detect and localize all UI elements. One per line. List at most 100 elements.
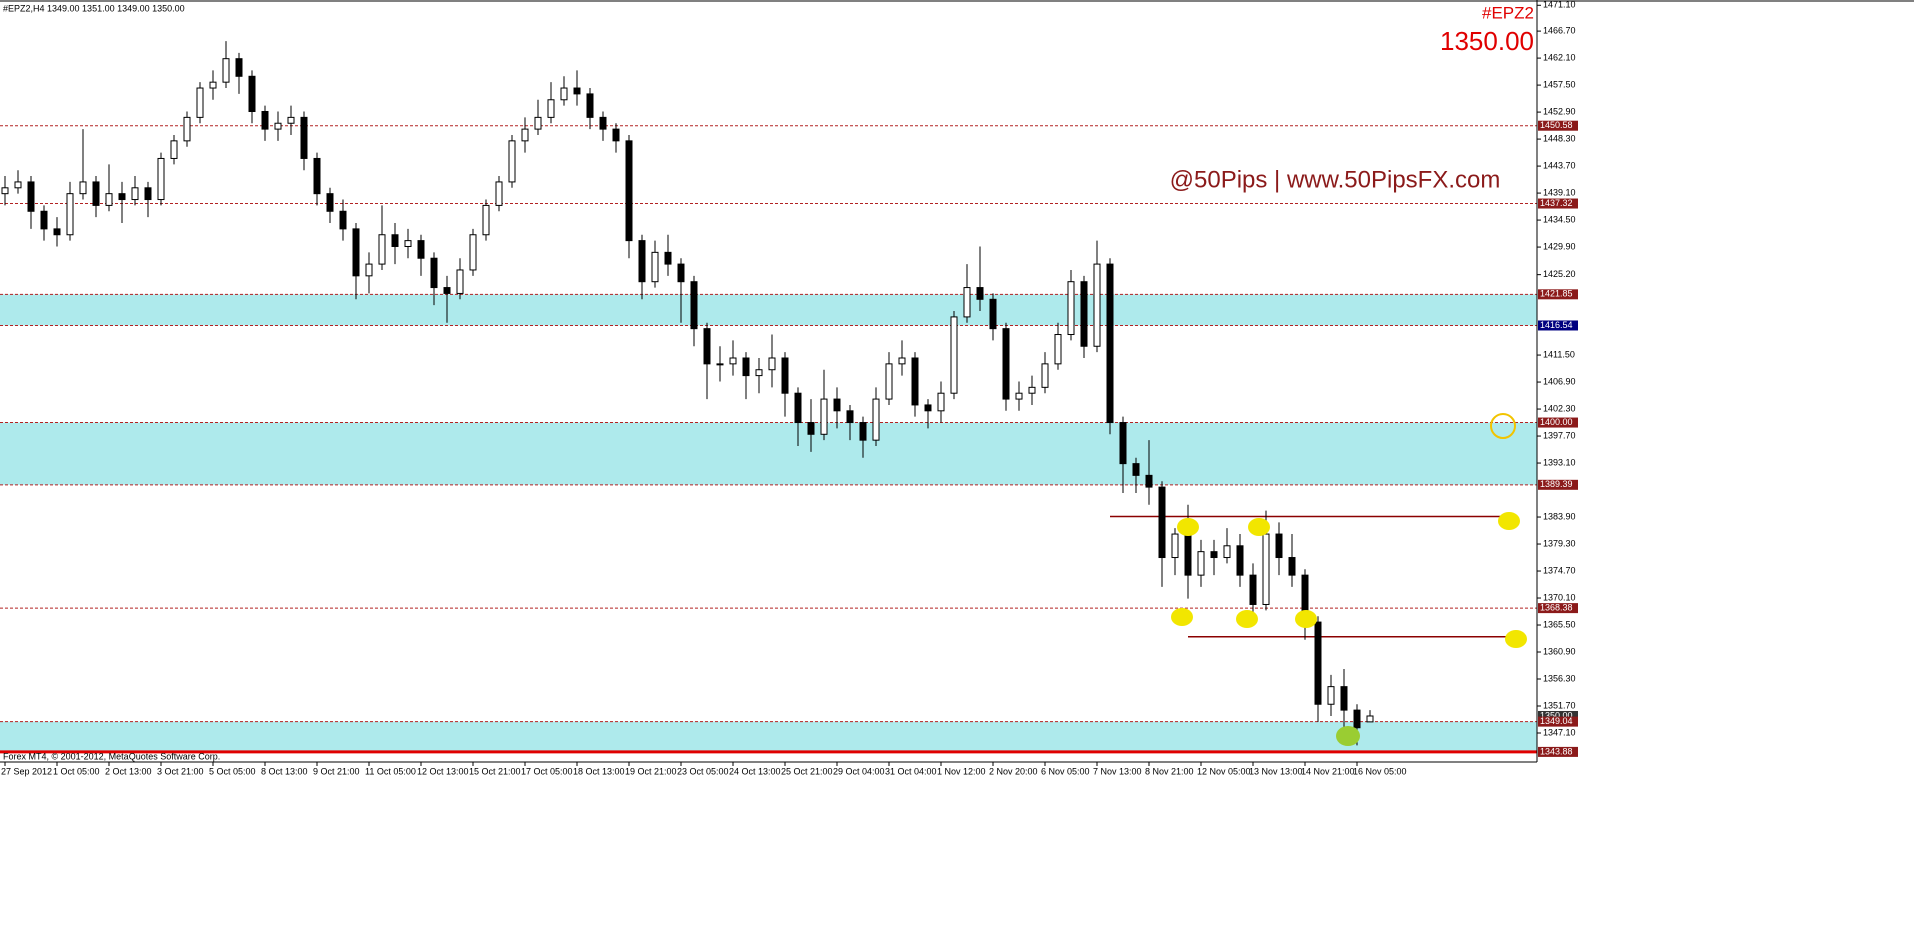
candle-body	[1223, 545, 1231, 559]
candle-body	[703, 328, 711, 365]
candle-body	[573, 87, 581, 95]
candle-body	[534, 116, 542, 130]
candle-body	[1171, 533, 1179, 559]
level-label-box	[1538, 746, 1578, 757]
x-tick-label: 3 Oct 21:00	[157, 766, 204, 776]
level-label: 1368.38	[1540, 602, 1573, 612]
candle-body	[53, 228, 61, 236]
y-tick-label: 1402.30	[1543, 403, 1576, 413]
y-tick-label: 1397.70	[1543, 430, 1576, 440]
candle-body	[274, 122, 282, 130]
signal-marker	[1171, 608, 1193, 626]
candle-body	[651, 251, 659, 283]
x-tick-label: 17 Oct 05:00	[521, 766, 573, 776]
x-tick-label: 19 Oct 21:00	[625, 766, 677, 776]
candle-body	[1015, 392, 1023, 400]
signal-marker	[1295, 610, 1317, 628]
candle-body	[261, 111, 269, 130]
candle-body	[755, 369, 763, 377]
x-tick-label: 27 Sep 2012	[1, 766, 52, 776]
candle-body	[1028, 386, 1036, 394]
signal-marker	[1336, 726, 1360, 746]
candle-body	[768, 357, 776, 371]
candle-body	[378, 234, 386, 265]
candle-body	[690, 281, 698, 330]
candle-body	[196, 87, 204, 118]
candle-body	[612, 128, 620, 142]
candle-body	[937, 392, 945, 412]
candle-body	[820, 398, 828, 435]
signal-marker	[1490, 413, 1516, 439]
candle-body	[872, 398, 880, 441]
candle-body	[846, 410, 854, 424]
candle-body	[365, 263, 373, 277]
candle-body	[131, 187, 139, 201]
candle-body	[1106, 263, 1114, 424]
y-tick-label: 1370.10	[1543, 592, 1576, 602]
x-tick-label: 8 Nov 21:00	[1145, 766, 1194, 776]
zone	[0, 422, 1537, 485]
x-tick-label: 8 Oct 13:00	[261, 766, 308, 776]
zone	[0, 721, 1537, 752]
candle-body	[144, 187, 152, 201]
x-tick-label: 16 Nov 05:00	[1353, 766, 1407, 776]
level-label: 1343.88	[1540, 746, 1573, 756]
candle-body	[1145, 474, 1153, 488]
candle-body	[170, 140, 178, 159]
y-tick-label: 1365.50	[1543, 619, 1576, 629]
header: #EPZ2,H4 1349.00 1351.00 1349.00 1350.00	[3, 3, 185, 13]
x-tick-label: 9 Oct 21:00	[313, 766, 360, 776]
level-label: 1349.04	[1540, 716, 1573, 726]
x-tick-label: 12 Oct 13:00	[417, 766, 469, 776]
candle-body	[729, 357, 737, 365]
level-label-box	[1538, 198, 1578, 209]
candle-body	[469, 234, 477, 271]
candle-body	[1353, 709, 1361, 729]
level-label-box	[1538, 417, 1578, 428]
level-label: 1350.00	[1540, 710, 1573, 720]
candle-body	[1184, 533, 1192, 576]
x-tick-label: 7 Nov 13:00	[1093, 766, 1142, 776]
y-tick-label: 1383.90	[1543, 511, 1576, 521]
level-label-box	[1538, 320, 1578, 331]
x-tick-label: 6 Nov 05:00	[1041, 766, 1090, 776]
x-tick-label: 31 Oct 04:00	[885, 766, 937, 776]
signal-marker	[1177, 518, 1199, 536]
candle-body	[625, 140, 633, 242]
level-label-box	[1538, 120, 1578, 131]
candle-body	[547, 99, 555, 118]
x-tick-label: 15 Oct 21:00	[469, 766, 521, 776]
candle-body	[222, 58, 230, 83]
candle-body	[14, 181, 22, 189]
y-tick-label: 1360.90	[1543, 646, 1576, 656]
candle-body	[1054, 334, 1062, 365]
candle-body	[638, 240, 646, 283]
candle-body	[1275, 533, 1283, 559]
signal-marker	[1236, 610, 1258, 628]
y-tick-label: 1393.10	[1543, 457, 1576, 467]
y-tick-label: 1443.70	[1543, 160, 1576, 170]
candle-body	[781, 357, 789, 394]
candle-body	[742, 357, 750, 377]
y-tick-label: 1457.50	[1543, 79, 1576, 89]
candle-body	[339, 210, 347, 230]
candle-body	[313, 157, 321, 195]
signal-marker	[1498, 512, 1520, 530]
candle-body	[352, 228, 360, 277]
candle-body	[1314, 621, 1322, 705]
y-tick-label: 1411.50	[1543, 349, 1575, 359]
candle-body	[1197, 551, 1205, 576]
candle-body	[599, 116, 607, 130]
level-label: 1450.58	[1540, 120, 1573, 130]
symbol: #EPZ2	[1482, 3, 1534, 22]
candle-body	[1249, 574, 1257, 605]
level-label: 1416.54	[1540, 320, 1573, 330]
x-tick-label: 11 Oct 05:00	[365, 766, 416, 776]
candle-body	[521, 128, 529, 142]
y-tick-label: 1406.90	[1543, 376, 1576, 386]
candle-body	[443, 287, 451, 294]
candle-body	[391, 234, 399, 247]
level-label: 1389.39	[1540, 479, 1573, 489]
candle-body	[1210, 551, 1218, 559]
